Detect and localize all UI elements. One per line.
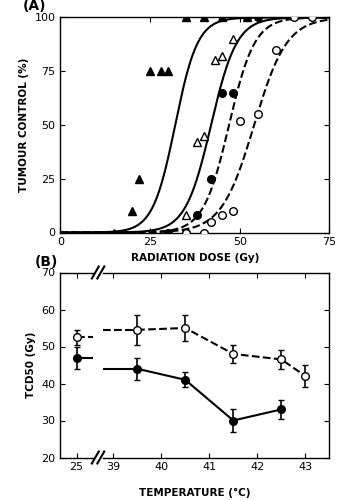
Y-axis label: TCD50 (Gy): TCD50 (Gy) <box>26 332 36 398</box>
X-axis label: RADIATION DOSE (Gy): RADIATION DOSE (Gy) <box>131 253 259 263</box>
Text: (B): (B) <box>34 255 58 269</box>
Text: (A): (A) <box>23 0 46 13</box>
Y-axis label: TUMOUR CONTROL (%): TUMOUR CONTROL (%) <box>19 58 29 192</box>
Text: TEMPERATURE (°C): TEMPERATURE (°C) <box>139 488 251 498</box>
